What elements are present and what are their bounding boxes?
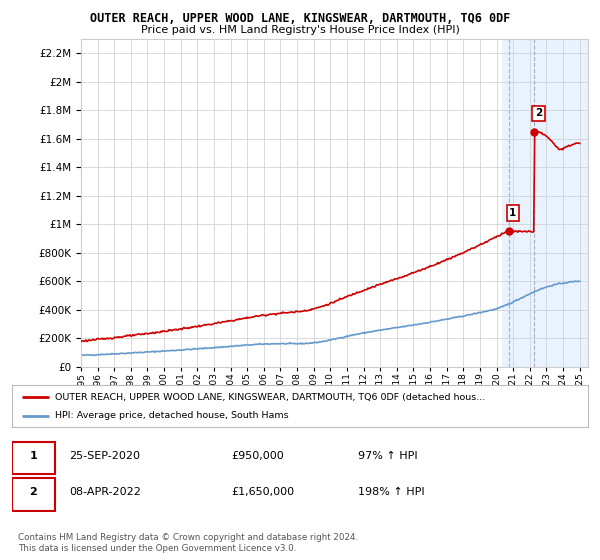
Bar [502, 39, 588, 367]
Text: 2: 2 [29, 487, 37, 497]
Text: £950,000: £950,000 [231, 451, 284, 460]
Text: HPI: Average price, detached house, South Hams: HPI: Average price, detached house, Sout… [55, 412, 289, 421]
Text: 08-APR-2022: 08-APR-2022 [70, 487, 142, 497]
Text: 1: 1 [29, 451, 37, 460]
Text: 1: 1 [509, 208, 517, 218]
Text: 97% ↑ HPI: 97% ↑ HPI [358, 451, 417, 460]
Text: 2: 2 [535, 108, 542, 118]
FancyBboxPatch shape [12, 478, 55, 511]
FancyBboxPatch shape [12, 442, 55, 474]
Text: OUTER REACH, UPPER WOOD LANE, KINGSWEAR, DARTMOUTH, TQ6 0DF: OUTER REACH, UPPER WOOD LANE, KINGSWEAR,… [90, 12, 510, 25]
Text: Price paid vs. HM Land Registry's House Price Index (HPI): Price paid vs. HM Land Registry's House … [140, 25, 460, 35]
Text: 25-SEP-2020: 25-SEP-2020 [70, 451, 140, 460]
Text: OUTER REACH, UPPER WOOD LANE, KINGSWEAR, DARTMOUTH, TQ6 0DF (detached hous...: OUTER REACH, UPPER WOOD LANE, KINGSWEAR,… [55, 393, 485, 402]
Text: £1,650,000: £1,650,000 [231, 487, 294, 497]
Text: Contains HM Land Registry data © Crown copyright and database right 2024.
This d: Contains HM Land Registry data © Crown c… [18, 533, 358, 553]
Text: 198% ↑ HPI: 198% ↑ HPI [358, 487, 424, 497]
